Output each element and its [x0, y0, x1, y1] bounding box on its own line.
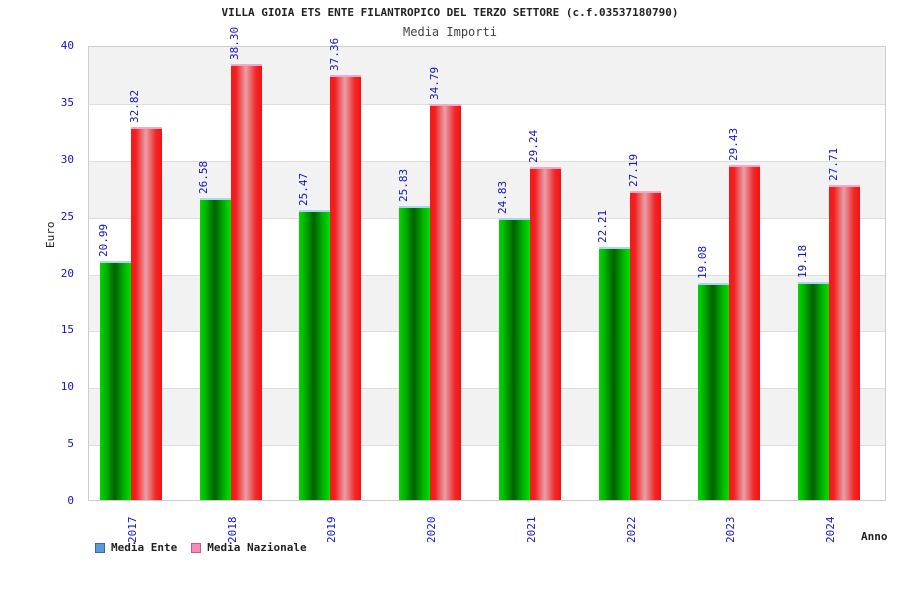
- y-axis-tick-label: 0: [67, 494, 74, 507]
- bar-value-label: 27.71: [826, 147, 840, 181]
- chart-subtitle: Media Importi: [403, 25, 497, 39]
- gridline: [89, 331, 885, 333]
- x-axis-tick-label: 2022: [624, 516, 638, 544]
- y-axis-title: Euro: [44, 221, 57, 249]
- bar-media-nazionale[interactable]: 27.19: [627, 154, 661, 500]
- legend-label: Media Nazionale: [207, 541, 307, 554]
- legend-item-media-ente[interactable]: Media Ente: [95, 541, 177, 554]
- gridline: [89, 445, 885, 447]
- bar-group: 19.18 27.71: [787, 47, 887, 500]
- bar-group: 25.83 34.79: [388, 47, 488, 500]
- gridline: [89, 103, 885, 105]
- gridline: [89, 160, 885, 162]
- bar-value-label: 37.36: [327, 37, 341, 72]
- y-axis-tick-label: 35: [60, 95, 74, 109]
- bar-media-nazionale[interactable]: 32.82: [128, 90, 162, 500]
- bar-value-label: 34.79: [427, 67, 441, 101]
- bar-media-nazionale[interactable]: 27.71: [827, 148, 861, 500]
- legend-label: Media Ente: [111, 541, 178, 554]
- bar-media-nazionale[interactable]: 38.30: [228, 27, 262, 500]
- background-band: [89, 47, 885, 104]
- bar-group: 25.47 37.36: [289, 38, 389, 500]
- gridline: [89, 274, 885, 276]
- bar-value-label: 38.30: [228, 27, 242, 61]
- x-axis-tick-label: 2017: [125, 516, 139, 544]
- bar-media-nazionale[interactable]: 29.24: [527, 130, 561, 500]
- bar-value-label: 19.08: [695, 245, 709, 279]
- bar-value-label: 25.47: [296, 173, 310, 207]
- bar-media-nazionale[interactable]: 34.79: [428, 67, 462, 500]
- plot-area: 20.99 32.82 26.58 38.30 25.47 37.36 25.83 34.79…: [88, 27, 887, 501]
- bar-value-label: 26.58: [197, 160, 211, 194]
- gridline: [89, 217, 885, 219]
- x-axis-tick-label: 2023: [724, 516, 738, 544]
- bar-value-label: 29.43: [726, 128, 740, 162]
- x-axis-tick-label: 2020: [425, 516, 439, 544]
- bar-group: 26.58 38.30: [189, 27, 289, 500]
- bar-value-label: 22.21: [596, 210, 610, 244]
- x-axis-tick-label: 2021: [524, 516, 538, 544]
- bar-value-label: 20.99: [97, 224, 111, 258]
- bar-value-label: 24.83: [496, 180, 510, 214]
- x-axis-tick-label: 2019: [325, 516, 339, 544]
- legend-swatch-icon: [191, 542, 202, 553]
- bar-media-ente[interactable]: 25.47: [297, 173, 331, 500]
- x-axis-tick-label: 2024: [824, 516, 838, 544]
- x-axis-title: Anno: [861, 530, 888, 543]
- bar-value-label: 32.82: [128, 89, 142, 123]
- bar-media-nazionale[interactable]: 29.43: [727, 128, 761, 500]
- bar-media-nazionale[interactable]: 37.36: [328, 38, 362, 500]
- bar-value-label: 29.24: [527, 130, 541, 164]
- y-axis-tick-label: 40: [60, 39, 74, 52]
- bar-value-label: 19.18: [795, 244, 809, 278]
- legend-item-media-nazionale[interactable]: Media Nazionale: [191, 541, 307, 554]
- bar-group: 22.21 27.19: [588, 47, 688, 500]
- bar-group: 24.83 29.24: [488, 47, 588, 500]
- chart-legend: Media Ente Media Nazionale: [95, 541, 307, 554]
- x-axis-tick-label: 2018: [225, 516, 239, 544]
- y-axis-tick-label: 15: [60, 323, 74, 337]
- gridline: [89, 388, 885, 390]
- legend-swatch-icon: [95, 542, 105, 553]
- y-axis-tick-label: 25: [60, 209, 74, 223]
- bar-media-ente[interactable]: 20.99: [97, 224, 131, 500]
- y-axis-tick-label: 10: [60, 380, 74, 394]
- bar-media-ente[interactable]: 19.18: [796, 245, 830, 500]
- bar-media-ente[interactable]: 22.21: [596, 210, 630, 500]
- chart-title: VILLA GIOIA ETS ENTE FILANTROPICO DEL TE…: [221, 6, 679, 19]
- y-axis-ticks: 0 5 10 15 20 25 30 35 40: [0, 40, 82, 506]
- y-axis-tick-label: 20: [60, 266, 74, 280]
- bar-group: 20.99 32.82: [89, 47, 189, 500]
- bar-media-ente[interactable]: 26.58: [197, 161, 231, 500]
- bar-value-label: 27.19: [627, 153, 641, 187]
- y-axis-tick-label: 30: [60, 152, 74, 166]
- bar-value-label: 25.83: [396, 169, 410, 203]
- bar-group: 19.08 29.43: [688, 47, 788, 500]
- bar-media-ente[interactable]: 19.08: [696, 246, 730, 500]
- bar-media-ente[interactable]: 24.83: [496, 180, 530, 500]
- bar-media-ente[interactable]: 25.83: [397, 169, 431, 500]
- y-axis-tick-label: 5: [67, 437, 74, 451]
